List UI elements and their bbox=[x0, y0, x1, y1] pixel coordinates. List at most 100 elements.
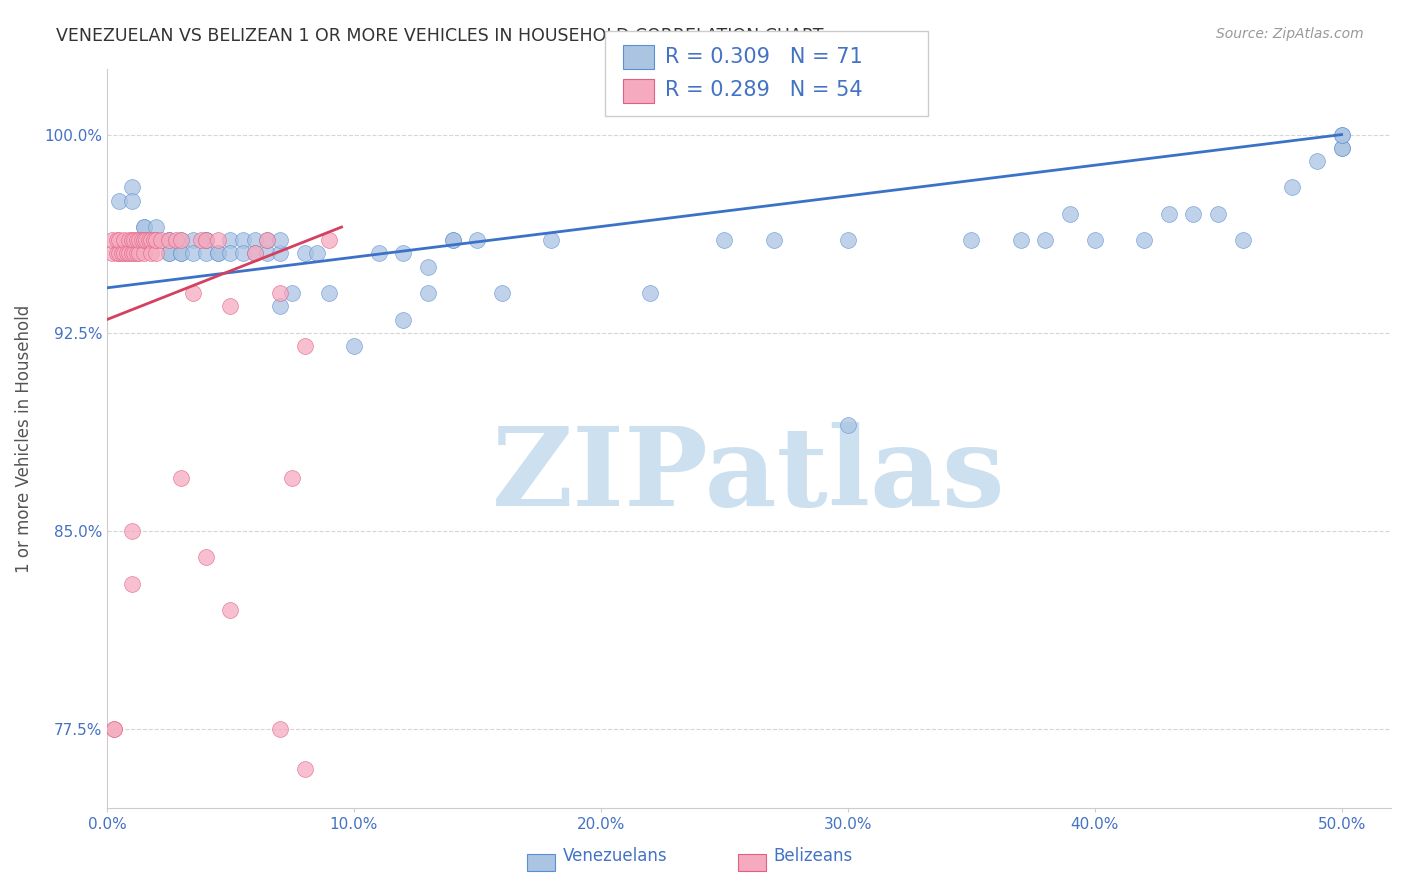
Point bbox=[145, 233, 167, 247]
Point bbox=[145, 233, 167, 247]
Point bbox=[232, 233, 254, 247]
Text: R = 0.289   N = 54: R = 0.289 N = 54 bbox=[665, 80, 863, 100]
Point bbox=[219, 603, 242, 617]
Text: Belizeans: Belizeans bbox=[773, 847, 852, 865]
Point bbox=[125, 246, 148, 260]
Point bbox=[141, 233, 163, 247]
Point bbox=[1306, 153, 1329, 168]
Point bbox=[837, 233, 859, 247]
Point bbox=[256, 233, 278, 247]
Point bbox=[121, 233, 143, 247]
Point bbox=[122, 246, 145, 260]
Point bbox=[256, 233, 278, 247]
Point bbox=[1059, 207, 1081, 221]
Point bbox=[1182, 207, 1205, 221]
Point bbox=[194, 233, 217, 247]
Point bbox=[132, 233, 155, 247]
Point bbox=[367, 246, 389, 260]
Point bbox=[1232, 233, 1254, 247]
Point bbox=[1330, 128, 1353, 142]
Text: Venezuelans: Venezuelans bbox=[562, 847, 666, 865]
Point bbox=[115, 246, 138, 260]
Point bbox=[837, 418, 859, 433]
Point bbox=[105, 233, 128, 247]
Point bbox=[294, 762, 316, 776]
Point bbox=[112, 233, 135, 247]
Point bbox=[1010, 233, 1032, 247]
Point bbox=[157, 233, 180, 247]
Point bbox=[128, 246, 150, 260]
Point bbox=[269, 722, 291, 736]
Point bbox=[318, 233, 340, 247]
Point bbox=[441, 233, 464, 247]
Point bbox=[122, 233, 145, 247]
Point bbox=[1330, 128, 1353, 142]
Point bbox=[243, 233, 266, 247]
Point bbox=[131, 233, 153, 247]
Text: ZIPatlas: ZIPatlas bbox=[492, 422, 1005, 529]
Point bbox=[713, 233, 735, 247]
Point bbox=[157, 246, 180, 260]
Point bbox=[960, 233, 983, 247]
Point bbox=[491, 286, 513, 301]
Point bbox=[269, 233, 291, 247]
Point bbox=[243, 246, 266, 260]
Point bbox=[183, 286, 205, 301]
Point bbox=[157, 233, 180, 247]
Point bbox=[183, 246, 205, 260]
Point bbox=[108, 194, 131, 208]
Point bbox=[145, 246, 167, 260]
Point bbox=[141, 246, 163, 260]
Point bbox=[294, 339, 316, 353]
Point bbox=[243, 246, 266, 260]
Point bbox=[121, 524, 143, 538]
Text: R = 0.309   N = 71: R = 0.309 N = 71 bbox=[665, 47, 863, 67]
Point bbox=[1281, 180, 1303, 194]
Point bbox=[762, 233, 785, 247]
Point bbox=[318, 286, 340, 301]
Y-axis label: 1 or more Vehicles in Household: 1 or more Vehicles in Household bbox=[15, 304, 32, 573]
Point bbox=[111, 246, 134, 260]
Point bbox=[1084, 233, 1107, 247]
Point bbox=[441, 233, 464, 247]
Point bbox=[125, 233, 148, 247]
Point bbox=[121, 194, 143, 208]
Point bbox=[145, 233, 167, 247]
Point bbox=[294, 246, 316, 260]
Point bbox=[170, 233, 193, 247]
Point bbox=[194, 246, 217, 260]
Point bbox=[135, 233, 157, 247]
Point bbox=[108, 246, 131, 260]
Point bbox=[121, 576, 143, 591]
Point bbox=[207, 233, 229, 247]
Point bbox=[416, 260, 439, 274]
Point bbox=[1206, 207, 1229, 221]
Point bbox=[121, 246, 143, 260]
Point bbox=[207, 246, 229, 260]
Point bbox=[269, 246, 291, 260]
Point bbox=[1033, 233, 1056, 247]
Point bbox=[1157, 207, 1180, 221]
Point bbox=[112, 246, 135, 260]
Point bbox=[132, 220, 155, 235]
Point bbox=[145, 220, 167, 235]
Point bbox=[118, 246, 141, 260]
Point bbox=[392, 246, 415, 260]
Text: VENEZUELAN VS BELIZEAN 1 OR MORE VEHICLES IN HOUSEHOLD CORRELATION CHART: VENEZUELAN VS BELIZEAN 1 OR MORE VEHICLE… bbox=[56, 27, 824, 45]
Point bbox=[190, 233, 212, 247]
Point bbox=[132, 220, 155, 235]
Point bbox=[142, 233, 165, 247]
Point bbox=[1133, 233, 1156, 247]
Point bbox=[207, 246, 229, 260]
Point bbox=[194, 233, 217, 247]
Point bbox=[138, 233, 160, 247]
Point bbox=[305, 246, 328, 260]
Point bbox=[1330, 141, 1353, 155]
Point bbox=[281, 471, 304, 485]
Point bbox=[194, 233, 217, 247]
Point bbox=[416, 286, 439, 301]
Point bbox=[150, 233, 173, 247]
Point bbox=[219, 299, 242, 313]
Point bbox=[101, 233, 124, 247]
Point bbox=[105, 246, 128, 260]
